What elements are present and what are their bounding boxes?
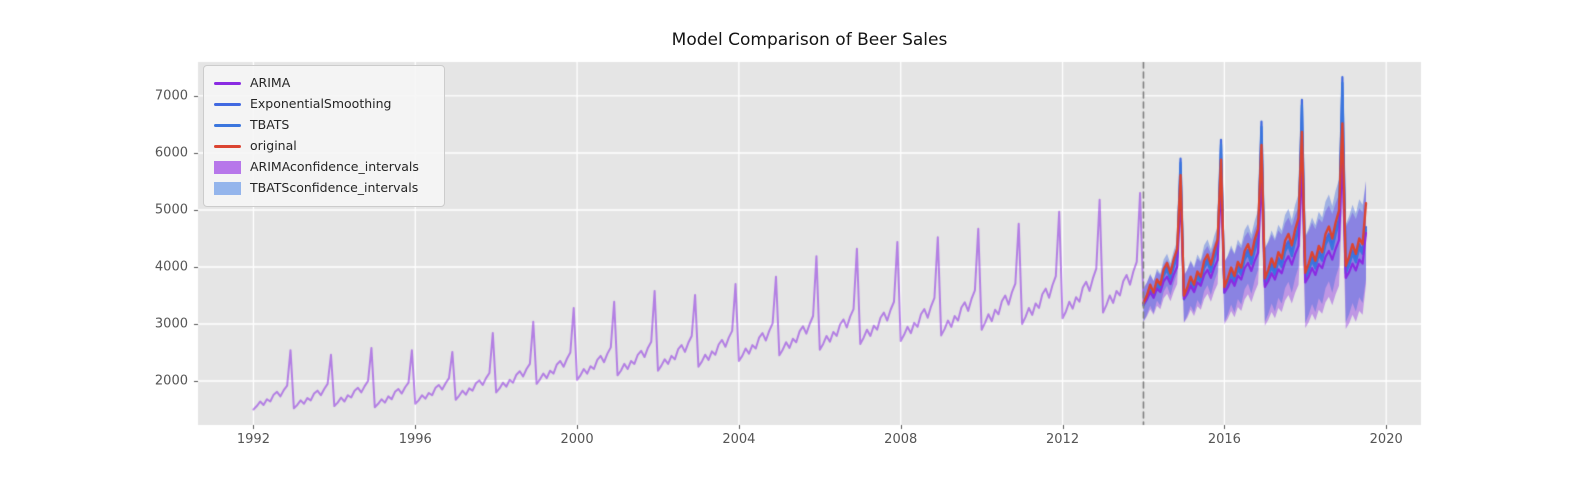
x-tick-label: 2020 [1369, 432, 1403, 447]
legend-label: original [250, 138, 297, 154]
legend-line-swatch [214, 82, 241, 85]
x-tick-label: 2016 [1207, 432, 1241, 447]
x-tick-label: 1996 [398, 432, 432, 447]
y-tick-label: 2000 [154, 373, 188, 389]
legend-item: original [214, 136, 434, 157]
y-tick-label: 5000 [154, 202, 188, 218]
y-tick-label: 6000 [154, 145, 188, 161]
legend-item: ARIMAconfidence_intervals [214, 157, 434, 178]
legend-label: TBATSconfidence_intervals [250, 180, 419, 196]
x-tick-label: 1992 [236, 432, 270, 447]
legend-item: TBATSconfidence_intervals [214, 178, 434, 199]
legend-patch-swatch [214, 161, 241, 174]
legend-item: ARIMA [214, 73, 434, 94]
legend-label: ARIMAconfidence_intervals [250, 159, 419, 175]
chart-title: Model Comparison of Beer Sales [671, 30, 948, 50]
x-tick-label: 2000 [560, 432, 594, 447]
legend-patch-swatch [214, 182, 241, 195]
legend-line-swatch [214, 103, 241, 106]
legend-item: TBATS [214, 115, 434, 136]
legend-label: ExponentialSmoothing [250, 96, 392, 112]
legend-label: TBATS [250, 117, 290, 133]
legend-label: ARIMA [250, 75, 291, 91]
y-tick-label: 3000 [154, 316, 188, 332]
x-tick-label: 2004 [722, 432, 756, 447]
y-tick-label: 7000 [154, 88, 188, 104]
legend-item: ExponentialSmoothing [214, 94, 434, 115]
legend: ARIMA ExponentialSmoothing TBATS original AR… [203, 65, 445, 207]
legend-line-swatch [214, 124, 241, 127]
x-tick-label: 2012 [1046, 432, 1080, 447]
x-tick-label: 2008 [884, 432, 918, 447]
legend-line-swatch [214, 145, 241, 148]
y-tick-label: 4000 [154, 259, 188, 275]
